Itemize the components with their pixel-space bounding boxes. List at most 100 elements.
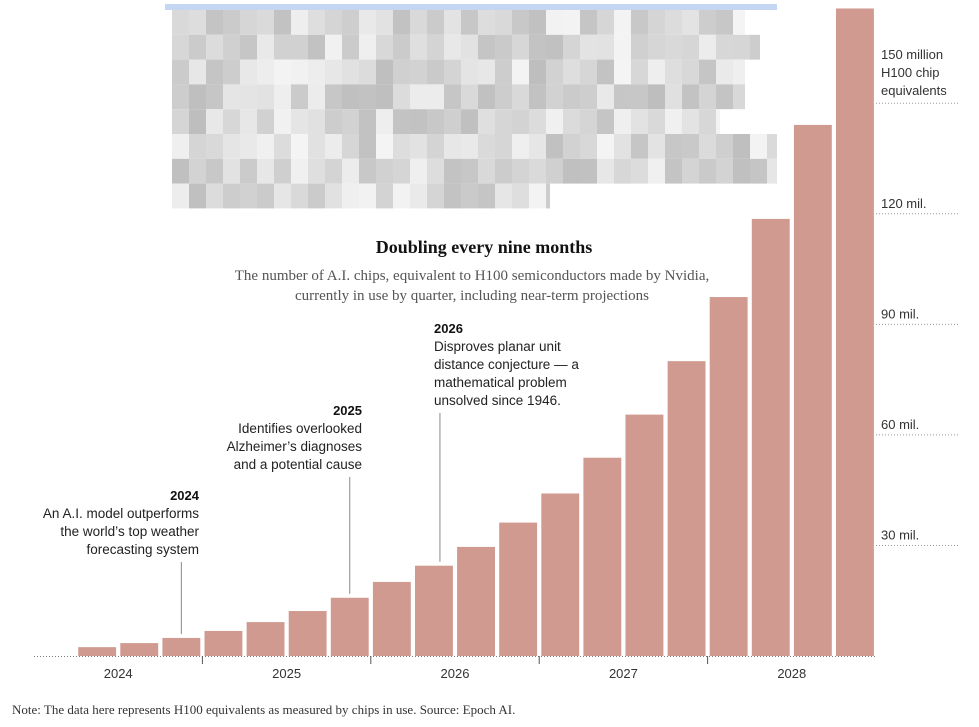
mosaic-cell (274, 84, 291, 110)
mosaic-cell (342, 10, 359, 35)
mosaic-cell (291, 84, 308, 110)
mosaic-cell (257, 158, 274, 184)
mosaic-cell (359, 10, 376, 35)
x-tick-label: 2025 (272, 666, 301, 681)
mosaic-cell (478, 10, 495, 35)
mosaic-cell (529, 158, 546, 184)
mosaic-cell (257, 183, 274, 209)
mosaic-cell (308, 183, 325, 209)
y-tick-label: 120 mil. (881, 196, 927, 211)
mosaic-cell (648, 158, 665, 184)
mosaic-cell (580, 34, 597, 60)
mosaic-cell (274, 183, 291, 209)
mosaic-cell (257, 10, 274, 35)
mosaic-cell (291, 183, 308, 209)
mosaic-cell (529, 10, 546, 35)
mosaic-cell (563, 10, 580, 35)
mosaic-cell (359, 59, 376, 85)
mosaic-cell (427, 134, 444, 159)
note: Note: The data here represents H100 equi… (12, 702, 515, 717)
mosaic-cell (546, 10, 563, 35)
mosaic-cell (189, 84, 206, 110)
mosaic-cell (223, 34, 240, 60)
bar (583, 457, 622, 656)
top-bar (165, 4, 777, 10)
mosaic-cell (512, 59, 529, 85)
mosaic-cell (529, 134, 546, 159)
mosaic-cell (478, 134, 495, 159)
mosaic-cell (410, 183, 427, 209)
mosaic-cell (665, 34, 682, 60)
mosaic-cell (631, 84, 648, 110)
y-tick-label: equivalents (881, 83, 947, 98)
y-tick-label: 60 mil. (881, 417, 919, 432)
mosaic-cell (495, 183, 512, 209)
annotation-year: 2026 (434, 321, 463, 336)
mosaic-cell (529, 109, 546, 134)
mosaic-cell (223, 84, 240, 110)
mosaic-cell (206, 158, 223, 184)
mosaic-cell (308, 34, 325, 60)
mosaic-cell (648, 84, 665, 110)
mosaic-cell (172, 134, 189, 159)
bar (667, 361, 706, 656)
mosaic-cell (750, 34, 760, 60)
mosaic-cell (665, 84, 682, 110)
mosaic-cell (257, 134, 274, 159)
mosaic-cell (206, 84, 223, 110)
mosaic-cell (461, 109, 478, 134)
mosaic-cell (410, 109, 427, 134)
mosaic-cell (206, 10, 223, 35)
mosaic-cell (223, 134, 240, 159)
mosaic-cell (376, 84, 393, 110)
mosaic-cell (699, 10, 716, 35)
mosaic-cell (342, 34, 359, 60)
mosaic-cell (665, 59, 682, 85)
mosaic-cell (767, 134, 777, 159)
mosaic-cell (410, 158, 427, 184)
mosaic-cell (172, 183, 189, 209)
mosaic-cell (580, 109, 597, 134)
subtitle: The number of A.I. chips, equivalent to … (235, 268, 709, 284)
annotation-text: mathematical problem (434, 375, 567, 390)
annotation-text: Identifies overlooked (238, 421, 362, 436)
mosaic-cell (461, 59, 478, 85)
mosaic-cell (546, 109, 563, 134)
mosaic-cell (614, 134, 631, 159)
mosaic-cell (223, 109, 240, 134)
mosaic-cell (767, 158, 777, 184)
mosaic-cell (410, 134, 427, 159)
mosaic-cell (461, 34, 478, 60)
mosaic-cell (291, 34, 308, 60)
mosaic-cell (614, 34, 631, 60)
mosaic-cell (461, 10, 478, 35)
annotation-text: the world’s top weather (60, 524, 199, 539)
mosaic-cell (274, 134, 291, 159)
mosaic-cell (444, 134, 461, 159)
mosaic-cell (512, 84, 529, 110)
mosaic-cell (393, 34, 410, 60)
mosaic-cell (580, 84, 597, 110)
mosaic-cell (342, 59, 359, 85)
mosaic-cell (461, 134, 478, 159)
mosaic-cell (223, 10, 240, 35)
mosaic-cell (393, 134, 410, 159)
mosaic-cell (563, 59, 580, 85)
mosaic-cell (342, 183, 359, 209)
mosaic-cell (308, 59, 325, 85)
mosaic-cell (206, 59, 223, 85)
mosaic-cell (342, 134, 359, 159)
mosaic-cell (376, 158, 393, 184)
mosaic-cell (648, 10, 665, 35)
bar (204, 630, 243, 656)
mosaic-cell (189, 158, 206, 184)
mosaic-cell (563, 84, 580, 110)
mosaic-cell (478, 183, 495, 209)
mosaic-cell (750, 158, 767, 184)
mosaic-cell (563, 34, 580, 60)
mosaic-cell (750, 134, 767, 159)
bar (625, 414, 664, 656)
mosaic-cell (512, 34, 529, 60)
mosaic-cell (546, 183, 550, 209)
